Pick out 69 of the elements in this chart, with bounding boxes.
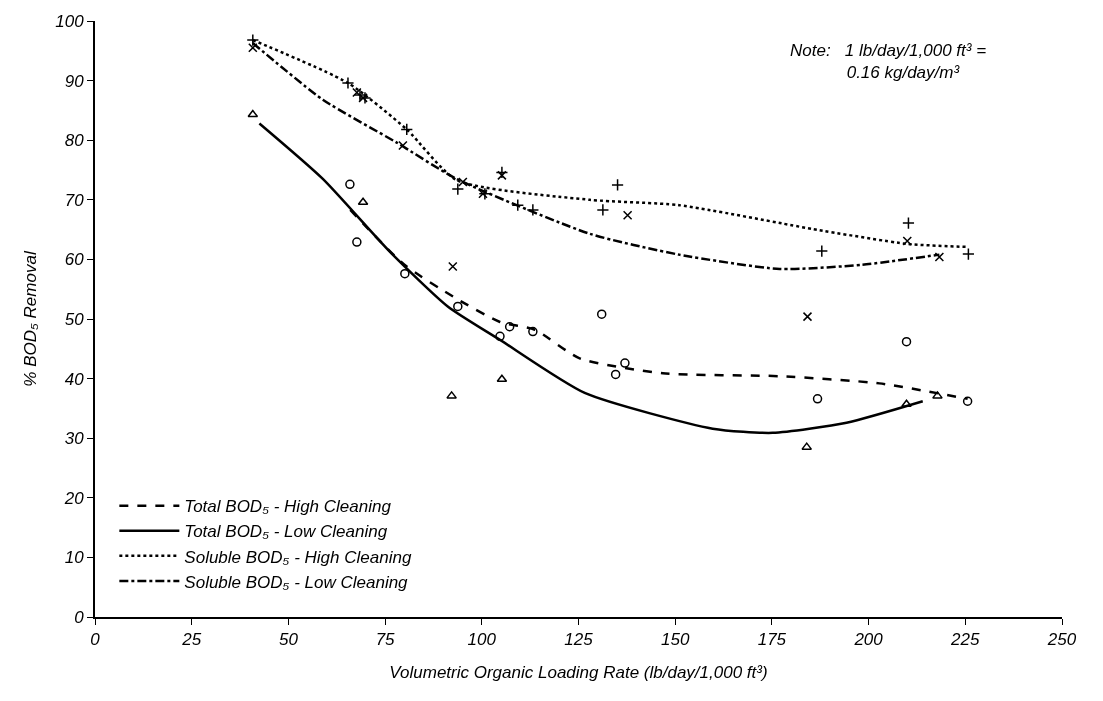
y-tick-label: 70	[64, 190, 85, 210]
point	[611, 178, 624, 192]
x-tick-label: 0	[90, 630, 101, 650]
point	[246, 33, 260, 47]
point	[934, 252, 945, 262]
point	[247, 109, 259, 118]
point	[341, 76, 355, 90]
y-tick-label: 20	[63, 488, 85, 508]
x-tick-label: 150	[661, 630, 690, 650]
point	[902, 236, 913, 246]
point	[526, 203, 540, 217]
x-axis-title: Volumetric Organic Loading Rate (lb/day/1,000 ft³)	[389, 663, 768, 683]
point	[448, 261, 458, 272]
point	[497, 170, 507, 181]
point	[345, 179, 355, 190]
x-tick-label: 125	[564, 630, 594, 650]
point	[620, 358, 630, 368]
point	[400, 268, 410, 279]
point	[398, 140, 408, 151]
point	[902, 216, 915, 230]
y-tick-label: 40	[64, 369, 85, 389]
x-tick-label: 75	[375, 630, 396, 650]
point	[802, 311, 813, 322]
y-tick-label: 80	[64, 131, 85, 151]
point	[478, 189, 488, 199]
y-tick-label: 90	[64, 71, 85, 91]
y-tick-label: 0	[74, 607, 85, 627]
x-tick-label: 25	[181, 630, 202, 650]
point	[962, 396, 973, 406]
x-tick-label: 225	[950, 630, 981, 650]
point	[495, 166, 509, 179]
y-tick-label: 60	[64, 250, 85, 270]
point	[901, 399, 912, 407]
point	[596, 309, 607, 319]
point	[478, 187, 492, 201]
point	[815, 244, 829, 258]
point	[248, 43, 258, 53]
y-axis-title: % BOD₅ Removal	[21, 250, 41, 387]
point	[962, 247, 975, 261]
point	[453, 301, 463, 312]
x-tick-label: 50	[278, 630, 299, 650]
point	[504, 322, 515, 332]
legend-label: Total BOD₅ - Low Cleaning	[184, 522, 388, 542]
x-tick-label: 200	[853, 630, 884, 650]
point	[446, 391, 457, 399]
legend-label: Total BOD₅ - High Cleaning	[184, 497, 392, 517]
point	[352, 237, 362, 247]
point	[812, 394, 823, 404]
point	[610, 369, 621, 380]
point	[495, 331, 505, 342]
y-tick-label: 10	[64, 548, 85, 568]
y-tick-label: 100	[55, 11, 85, 31]
point	[458, 177, 468, 187]
point	[511, 198, 525, 212]
point	[932, 391, 943, 399]
point	[528, 326, 538, 337]
annotation: Note: 1 lb/day/1,000 ft³ = 0.16 kg/day/m³	[790, 41, 987, 83]
x-tick-label: 100	[467, 630, 497, 650]
point	[596, 203, 610, 217]
x-tick-label: 175	[757, 630, 787, 650]
point	[400, 123, 414, 136]
y-tick-label: 30	[64, 429, 85, 449]
point	[901, 336, 912, 347]
y-tick-label: 50	[64, 309, 85, 329]
legend-label: Soluble BOD₅ - Low Cleaning	[184, 572, 409, 592]
point	[451, 182, 465, 196]
x-tick-label: 250	[1046, 630, 1077, 650]
point	[622, 210, 633, 221]
legend-label: Soluble BOD₅ - High Cleaning	[184, 547, 412, 567]
